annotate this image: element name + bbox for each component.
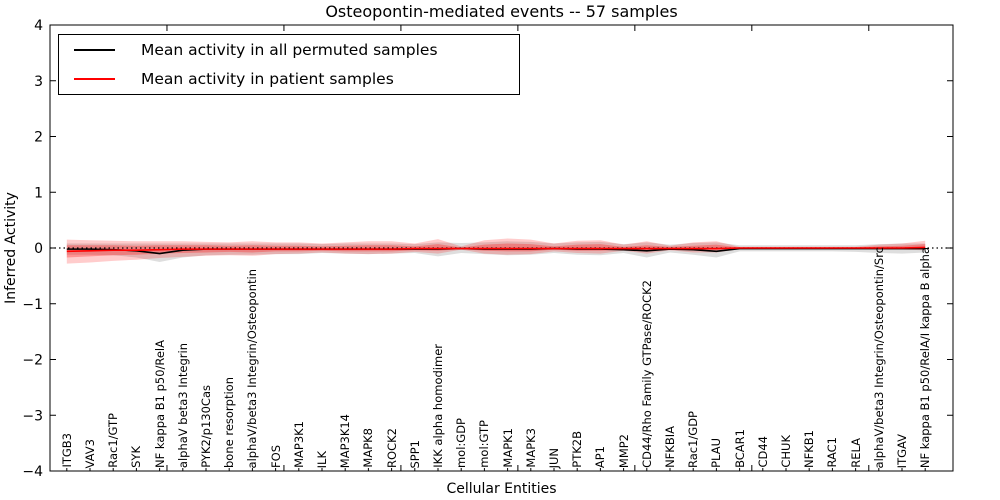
x-tick-label: BCAR1 bbox=[732, 429, 747, 468]
x-tick-label: mol:GTP bbox=[477, 420, 492, 468]
legend-item-permuted: Mean activity in all permuted samples bbox=[59, 37, 519, 63]
x-tick-label: CHUK bbox=[779, 435, 793, 468]
x-tick-label: ITGB3 bbox=[59, 433, 74, 468]
y-tick-label: 2 bbox=[34, 130, 43, 146]
x-tick-label: ILK bbox=[315, 450, 329, 468]
x-tick-label: FOS bbox=[268, 445, 283, 468]
x-tick-label: RAC1 bbox=[825, 437, 840, 468]
x-tick-label: Rac1/GTP bbox=[106, 413, 121, 468]
x-tick-label: PTK2B bbox=[570, 431, 585, 468]
x-tick-label: JUN bbox=[547, 447, 561, 468]
legend: Mean activity in all permuted samples Me… bbox=[58, 34, 520, 95]
x-tick-label: NFKBIA bbox=[663, 426, 677, 468]
y-tick-label: −2 bbox=[22, 353, 43, 369]
x-tick-label: bone resorption bbox=[222, 377, 237, 468]
x-tick-label: ROCK2 bbox=[384, 428, 399, 468]
x-tick-label: MAPK8 bbox=[361, 428, 376, 468]
x-tick-label: Rac1/GDP bbox=[686, 410, 701, 468]
y-tick-label: 1 bbox=[34, 185, 43, 201]
patient-mean-line bbox=[66, 246, 926, 253]
x-tick-label: ITGAV bbox=[895, 433, 909, 468]
x-tick-label: alphaV/beta3 Integrin/Osteopontin bbox=[245, 268, 260, 468]
legend-line-permuted bbox=[74, 49, 115, 52]
x-tick-label: SYK bbox=[129, 446, 144, 468]
y-tick-label: 0 bbox=[34, 241, 43, 257]
x-tick-label: AP1 bbox=[593, 445, 608, 468]
x-axis-label: Cellular Entities bbox=[446, 481, 557, 497]
x-tick-label: MAP3K14 bbox=[338, 413, 353, 468]
chart-title: Osteopontin-mediated events -- 57 sample… bbox=[325, 2, 678, 21]
y-tick-label: 4 bbox=[34, 18, 43, 34]
x-tick-label: PLAU bbox=[709, 438, 724, 468]
legend-item-patient: Mean activity in patient samples bbox=[59, 66, 519, 92]
x-tick-label: NF kappa B1 p50/RelA/I kappa B alpha bbox=[918, 246, 933, 468]
x-tick-label: MAPK1 bbox=[500, 428, 515, 468]
x-tick-label: alphaV beta3 Integrin bbox=[175, 342, 190, 468]
y-tick-label: −4 bbox=[22, 464, 43, 480]
y-tick-label: 3 bbox=[34, 74, 43, 90]
x-tick-label: PYK2/p130Cas bbox=[199, 385, 213, 468]
x-tick-label: CD44/Rho Family GTPase/ROCK2 bbox=[639, 280, 654, 468]
x-tick-label: IKK alpha homodimer bbox=[431, 344, 445, 468]
x-tick-label: SPP1 bbox=[407, 439, 422, 469]
x-tick-label: NF kappa B1 p50/RelA bbox=[152, 340, 167, 468]
x-tick-label: VAV3 bbox=[83, 438, 97, 468]
legend-line-patient bbox=[74, 77, 115, 80]
legend-label-patient: Mean activity in patient samples bbox=[141, 69, 394, 88]
patient-samples-range-inner-band bbox=[66, 243, 926, 258]
x-tick-label: MMP2 bbox=[616, 433, 631, 468]
patient-samples-range-outer-band bbox=[66, 238, 926, 264]
x-tick-label: alphaV/beta3 Integrin/Osteopontin/Src bbox=[871, 246, 886, 468]
x-tick-label: RELA bbox=[848, 438, 863, 468]
x-tick-label: CD44 bbox=[755, 436, 770, 468]
x-tick-label: MAPK3 bbox=[523, 428, 538, 468]
x-tick-label: NFKB1 bbox=[802, 430, 817, 468]
x-tick-label: mol:GDP bbox=[454, 417, 469, 468]
x-tick-label: MAP3K1 bbox=[291, 421, 306, 468]
legend-label-permuted: Mean activity in all permuted samples bbox=[141, 41, 438, 60]
y-tick-label: −3 bbox=[22, 408, 43, 424]
permuted-samples-range-band bbox=[66, 241, 926, 262]
y-tick-label: −1 bbox=[22, 297, 43, 313]
